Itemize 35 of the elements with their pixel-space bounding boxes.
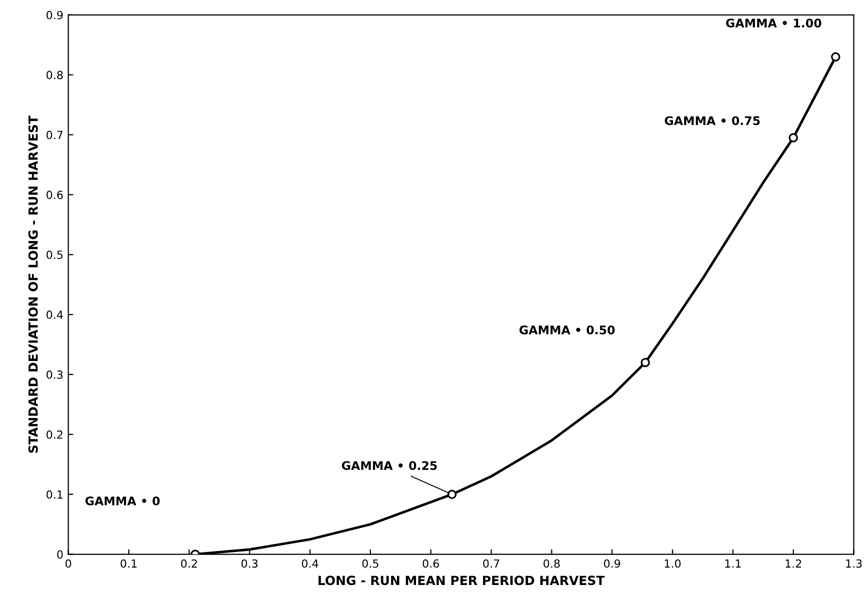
x-axis-title: LONG - RUN MEAN PER PERIOD HARVEST — [318, 576, 605, 586]
y-tick-label: 0.8 — [46, 70, 63, 80]
y-tick-label: 0.3 — [46, 370, 63, 379]
x-tick-label: 1.0 — [664, 559, 681, 568]
annotation: GAMMA • 0.25 — [342, 461, 437, 470]
x-tick-label: 1.1 — [725, 559, 741, 568]
y-tick-label: 0.4 — [46, 310, 63, 319]
x-tick-label: 0.4 — [302, 559, 318, 568]
y-tick-label: 0.6 — [46, 190, 63, 200]
y-tick-label: 0.2 — [46, 430, 62, 439]
x-tick-label: 0 — [66, 559, 72, 568]
point — [447, 490, 457, 499]
annotation: GAMMA • 0 — [85, 496, 160, 506]
x-tick-label: 0.7 — [483, 559, 500, 568]
y-tick-label: 0.5 — [46, 250, 63, 260]
annotation: GAMMA • 0.50 — [519, 325, 615, 334]
x-tick-label: 0.1 — [120, 559, 137, 568]
y-tick-label: 0.7 — [46, 130, 63, 140]
point — [830, 52, 840, 62]
point — [788, 133, 798, 142]
x-tick-label: 0.3 — [241, 559, 258, 568]
x-tick-label: 0.5 — [362, 559, 378, 568]
x-tick-label: 0.2 — [181, 559, 197, 568]
y-tick-label: 0.9 — [46, 10, 63, 20]
x-tick-label: 0.8 — [544, 559, 560, 568]
annotation: GAMMA • 0.75 — [664, 116, 760, 126]
y-tick-label: 0 — [57, 550, 63, 559]
x-tick-label: 0.6 — [422, 559, 439, 568]
annotation: GAMMA • 1.00 — [726, 18, 822, 28]
y-axis-title: STANDARD DEVIATION OF LONG - RUN HARVEST — [28, 116, 38, 453]
x-tick-label: 0.9 — [604, 559, 620, 568]
point — [640, 358, 650, 368]
x-tick-label: 1.2 — [786, 559, 802, 568]
x-tick-label: 1.3 — [846, 559, 862, 568]
y-tick-label: 0.1 — [46, 490, 62, 499]
